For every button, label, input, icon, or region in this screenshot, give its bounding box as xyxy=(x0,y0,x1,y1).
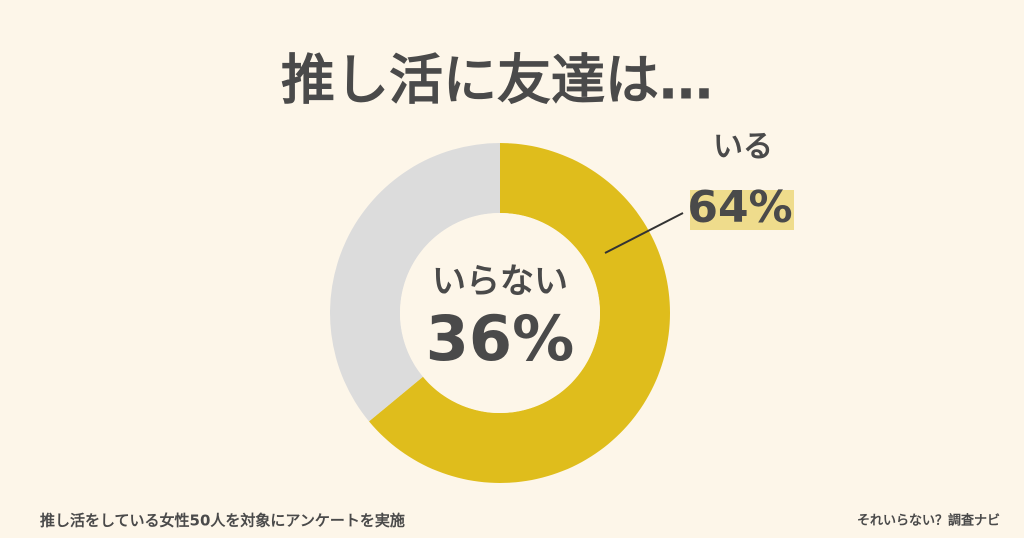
donut-hole xyxy=(400,213,600,413)
category-label: いる xyxy=(713,130,773,165)
chart-title: 推し活に友達は… xyxy=(281,49,713,112)
source: それいらない？調査ナビ xyxy=(857,513,1000,529)
leader-line xyxy=(604,212,684,254)
value-label: 64% xyxy=(687,182,792,233)
donut-segment xyxy=(369,143,670,483)
label-highlight xyxy=(690,190,794,230)
category-label: いらない xyxy=(432,262,568,302)
donut-segment xyxy=(330,143,500,422)
value-label: 36% xyxy=(426,302,574,375)
footnote: 推し活をしている女性50人を対象にアンケートを実施 xyxy=(40,512,405,530)
